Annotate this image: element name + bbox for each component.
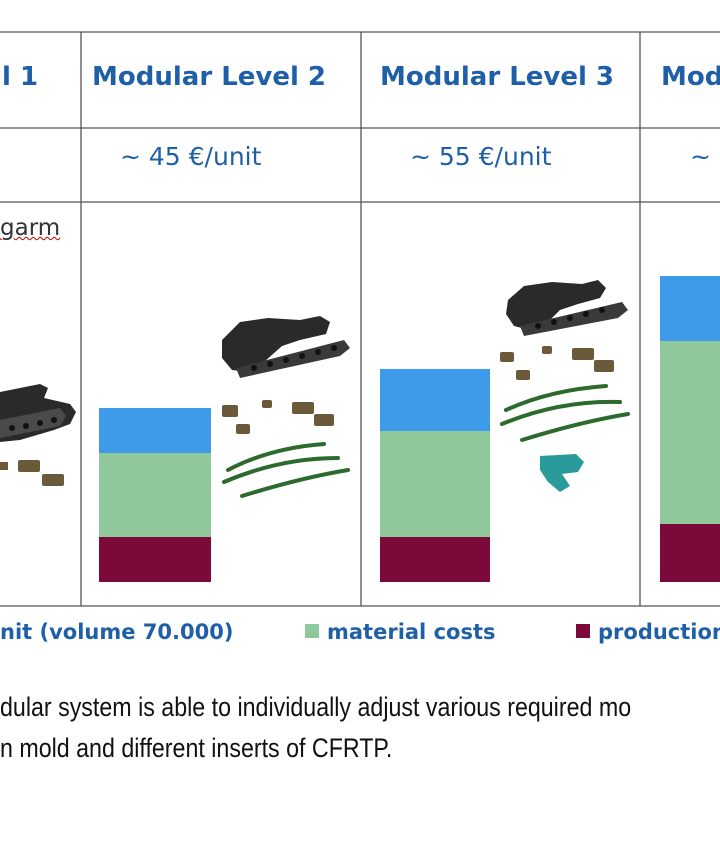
legend-swatch-icon [305,624,319,638]
cost-chart [99,276,720,582]
table-grid [0,31,720,607]
bar-4-segment-1 [660,341,720,524]
mold-insert-icon [540,454,584,492]
header-level-4: Mod [661,62,720,92]
bar-3-segment-1 [380,431,490,537]
cfrtp-insert-icon [222,442,350,498]
bar-2-segment-0 [99,537,211,582]
bar-3-segment-0 [380,537,490,582]
control-arm-icon [222,316,350,378]
header-level-3: Modular Level 3 [380,62,615,92]
header-level-2: Modular Level 2 [92,62,327,92]
caption-line-1: dular system is able to individually adj… [0,692,632,722]
legend-swatch-icon [576,624,590,638]
legend-label: material costs [327,620,496,644]
control-arm-icon [506,280,628,336]
bar-2-segment-1 [99,453,211,537]
bar-4-segment-0 [660,524,720,582]
insert-parts-icon [0,460,64,486]
row-label: garm [0,215,61,241]
insert-parts-icon [222,400,334,434]
cfrtp-insert-icon [500,384,630,442]
chart-legend: nit (volume 70.000) material costs produ… [0,620,720,654]
bar-4-segment-2 [660,276,720,341]
bar-2-segment-2 [99,408,211,453]
legend-item-material: material costs [305,620,495,644]
header-level-1: l 1 [2,62,39,92]
legend-item-production: production [576,620,720,644]
part-illustrations [0,280,630,498]
legend-label: nit (volume 70.000) [0,620,234,644]
insert-parts-icon [500,346,614,380]
bar-3-segment-2 [380,369,490,431]
price-level-4: ~ [690,142,711,171]
price-level-2: ~ 45 €/unit [120,142,262,171]
legend-label: production [598,620,720,644]
control-arm-icon [0,384,76,442]
caption-line-2: n mold and different inserts of CFRTP. [0,733,393,763]
price-level-3: ~ 55 €/unit [410,142,552,171]
legend-item-blue: nit (volume 70.000) [0,620,233,644]
